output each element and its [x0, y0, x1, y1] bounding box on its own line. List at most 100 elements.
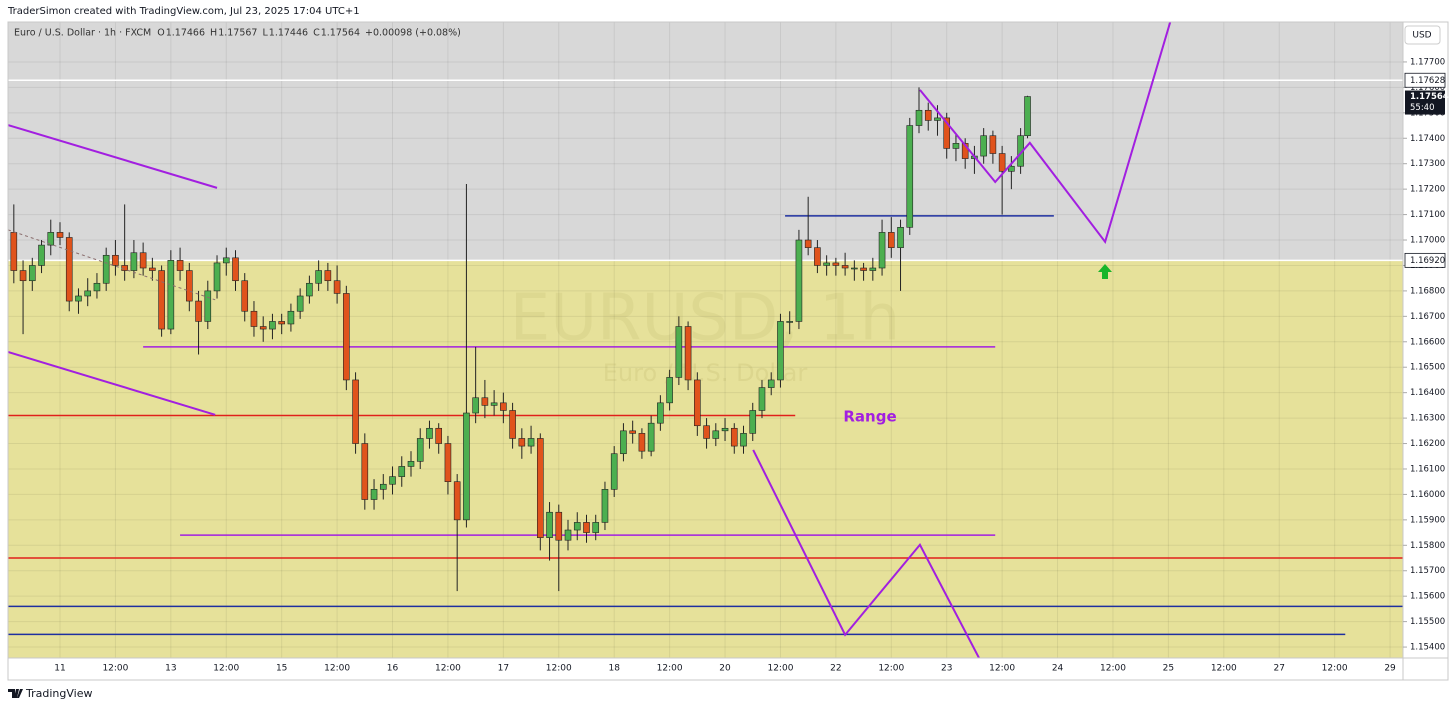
- x-tick-label: 22: [830, 664, 841, 674]
- candle-body: [278, 321, 285, 325]
- candle-body: [767, 379, 775, 388]
- candle-body: [186, 270, 193, 302]
- candle-body: [10, 232, 18, 271]
- candle-body: [1008, 165, 1015, 172]
- currency-button[interactable]: [1404, 25, 1441, 45]
- price-marker-label: 1.16920: [1410, 256, 1445, 266]
- candle-body: [795, 239, 803, 322]
- candle-body: [851, 267, 858, 270]
- x-tick-label: 12:00: [1322, 664, 1348, 674]
- candle-body: [555, 511, 563, 541]
- drawing-path: [752, 449, 981, 658]
- candle-body: [333, 280, 341, 294]
- drawing-path: [8, 351, 216, 416]
- candle-body: [167, 260, 175, 330]
- x-tick-label: 23: [941, 664, 952, 674]
- y-tick-label: 1.16300: [1410, 414, 1445, 424]
- candle-body: [620, 430, 627, 455]
- y-tick-label: 1.16200: [1410, 439, 1445, 449]
- candle-body: [158, 270, 165, 330]
- x-tick-label: 12:00: [435, 664, 461, 674]
- candle-body: [213, 262, 221, 292]
- candle-body: [149, 267, 156, 271]
- candle-body: [546, 511, 553, 538]
- candle-body: [204, 290, 212, 322]
- y-tick-label: 1.17400: [1410, 134, 1445, 144]
- x-tick-label: 13: [165, 664, 176, 674]
- candle-body: [730, 427, 738, 447]
- candle-body: [500, 402, 507, 411]
- y-tick-label: 1.15600: [1410, 592, 1445, 602]
- y-tick-label: 1.16400: [1410, 388, 1445, 398]
- candle-body: [47, 232, 55, 246]
- y-tick-label: 1.16800: [1410, 286, 1445, 296]
- candle-body: [102, 254, 110, 284]
- candle-body: [490, 402, 498, 406]
- candle-body: [749, 410, 757, 434]
- candle-body: [684, 326, 692, 381]
- candle-body: [75, 295, 82, 302]
- candle-body: [389, 476, 396, 485]
- x-tick-label: 15: [276, 664, 287, 674]
- x-tick-label: 12:00: [213, 664, 239, 674]
- candle-body: [444, 443, 452, 483]
- candle-body: [426, 427, 433, 439]
- candle-body: [38, 244, 45, 266]
- candle-body: [93, 282, 101, 292]
- y-tick-label: 1.15800: [1410, 541, 1445, 551]
- candle-body: [878, 232, 886, 269]
- candle-body: [740, 433, 747, 447]
- range-zone: [8, 260, 1403, 658]
- price-marker: [1404, 252, 1446, 268]
- frame: [7, 21, 1449, 681]
- candle-body: [361, 443, 369, 500]
- candle-body: [527, 438, 535, 447]
- candle-body: [657, 402, 664, 424]
- candle-body: [814, 247, 821, 266]
- candle-body: [241, 280, 249, 312]
- x-tick-label: 12:00: [102, 664, 128, 674]
- candle-body: [934, 117, 941, 121]
- x-tick-label: 17: [498, 664, 509, 674]
- y-tick-label: 1.15500: [1410, 617, 1445, 627]
- candle-body: [324, 270, 332, 282]
- candle-body: [952, 143, 960, 149]
- drawing-path: [919, 22, 1172, 244]
- candle-body: [472, 397, 479, 414]
- ohlc-value: 1.17564: [321, 28, 360, 39]
- candle-body: [112, 254, 119, 266]
- candle-body: [601, 489, 609, 523]
- y-tick-label: 1.16500: [1410, 363, 1445, 373]
- candle-body: [564, 529, 572, 541]
- candle-body: [176, 260, 184, 271]
- x-tick-label: 12:00: [1100, 664, 1126, 674]
- ohlc-value: 1.17567: [218, 28, 257, 39]
- x-tick-label: 29: [1384, 664, 1396, 674]
- candle-body: [943, 117, 951, 149]
- candle-body: [537, 438, 544, 538]
- ohlc-key: O: [157, 28, 164, 39]
- candle-body: [694, 379, 701, 427]
- symbol: Euro / U.S. Dollar · 1h · FXCM: [14, 28, 151, 39]
- plot-area: [8, 22, 1403, 658]
- candle-body: [638, 433, 646, 452]
- candle-body: [1024, 96, 1031, 137]
- x-tick-label: 24: [1052, 664, 1064, 674]
- candle-body: [232, 257, 239, 282]
- candle-body: [453, 481, 461, 521]
- candle-body: [610, 453, 618, 490]
- candle-body: [121, 265, 128, 271]
- candle-body: [222, 257, 230, 264]
- candle-body: [250, 310, 258, 327]
- candle-body: [269, 321, 276, 330]
- candle-body: [989, 135, 997, 154]
- y-tick-label: 1.16600: [1410, 337, 1445, 347]
- candle-body: [823, 262, 830, 266]
- candle-body: [518, 438, 526, 447]
- x-tick-label: 18: [608, 664, 620, 674]
- y-tick-label: 1.15400: [1410, 643, 1445, 653]
- candle-body: [860, 267, 867, 271]
- candle-body: [306, 282, 313, 297]
- candle-body: [435, 427, 443, 444]
